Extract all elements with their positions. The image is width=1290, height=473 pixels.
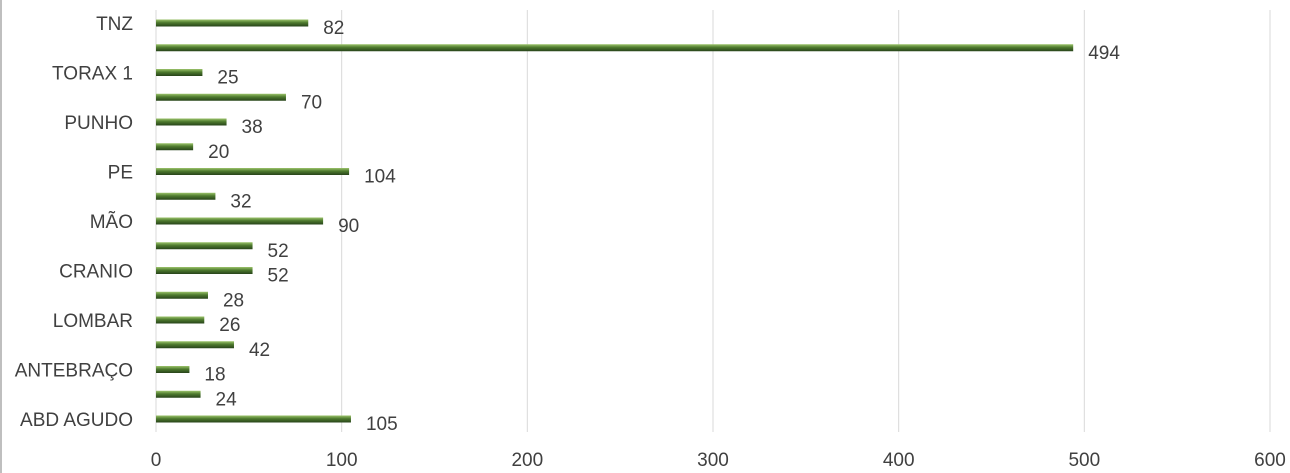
bar	[156, 44, 1074, 52]
category-label: PE	[108, 163, 133, 184]
bar-series	[156, 19, 1074, 423]
bar	[156, 267, 253, 274]
data-label: 90	[338, 216, 359, 237]
category-labels: ABD AGUDO ANTEBRAÇO LOMBAR CRANIO MÃO PE PUNHO…	[15, 14, 134, 431]
gridlines	[155, 10, 1271, 432]
data-label: 18	[204, 365, 225, 386]
data-label: 494	[1088, 43, 1120, 64]
data-label: 20	[208, 142, 229, 163]
bar	[156, 341, 234, 349]
bar	[156, 291, 208, 299]
category-label: CRANIO	[59, 262, 133, 283]
data-label: 42	[249, 340, 270, 361]
bar	[156, 69, 203, 76]
data-label: 28	[223, 290, 244, 311]
bar	[156, 316, 205, 324]
category-label: LOMBAR	[53, 311, 133, 332]
category-label: PUNHO	[64, 113, 133, 134]
x-tick-label: 600	[1254, 450, 1286, 471]
x-axis-tick-labels: 0 100 200 300 400 500 600	[151, 450, 1286, 471]
bar	[156, 192, 216, 200]
bar	[156, 242, 253, 250]
category-label: TNZ	[96, 14, 133, 35]
bar	[156, 143, 194, 151]
data-label: 52	[268, 266, 289, 287]
category-label: ANTEBRAÇO	[15, 361, 133, 382]
bar	[156, 118, 227, 126]
x-tick-label: 100	[326, 450, 358, 471]
x-tick-label: 0	[151, 450, 162, 471]
data-label: 82	[323, 18, 344, 39]
bar	[156, 390, 201, 398]
data-label: 52	[268, 241, 289, 262]
left-border	[0, 0, 2, 473]
data-label: 70	[301, 92, 322, 113]
bar	[156, 19, 309, 27]
bar	[156, 415, 351, 423]
data-label: 32	[230, 191, 251, 212]
bar	[156, 366, 190, 373]
data-label: 26	[219, 315, 240, 336]
data-label: 24	[216, 389, 238, 410]
bar	[156, 217, 324, 225]
x-tick-label: 400	[883, 450, 915, 471]
data-label: 25	[217, 68, 238, 89]
data-labels: 105 24 18 42 26 28 52 52 90 32 104 20 38 70 25 494 82	[204, 18, 1120, 435]
bar	[156, 168, 350, 175]
data-label: 104	[364, 167, 396, 188]
category-label: ABD AGUDO	[20, 410, 133, 431]
x-tick-label: 200	[511, 450, 543, 471]
data-label: 105	[366, 414, 398, 435]
x-tick-label: 300	[697, 450, 729, 471]
category-label: TORAX 1	[52, 64, 133, 85]
category-label: MÃO	[90, 211, 133, 233]
bar	[156, 93, 286, 101]
data-label: 38	[242, 117, 263, 138]
x-tick-label: 500	[1068, 450, 1100, 471]
